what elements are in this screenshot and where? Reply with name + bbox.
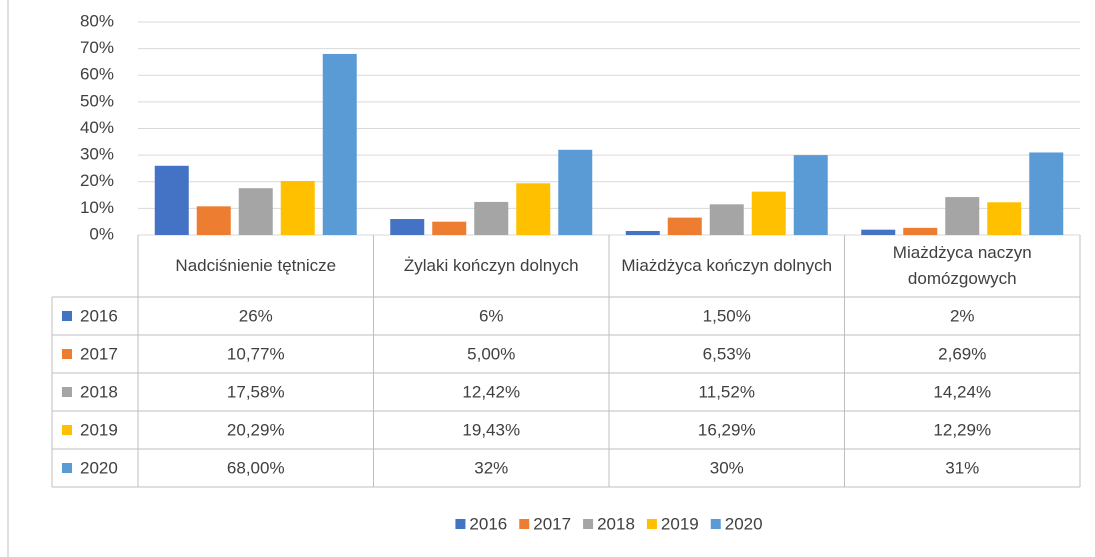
legend-key — [62, 425, 72, 435]
bar — [390, 219, 425, 235]
bar — [625, 231, 660, 235]
row-header: 2020 — [80, 458, 118, 477]
legend-label: 2019 — [661, 514, 699, 533]
bar — [516, 183, 551, 235]
y-tick-label: 20% — [80, 171, 114, 190]
row-header: 2017 — [80, 344, 118, 363]
bar — [667, 217, 702, 235]
value-label: 19,43% — [462, 420, 520, 439]
legend-item: 2020 — [710, 514, 763, 533]
category-label: Miażdżyca kończyn dolnych — [621, 256, 833, 275]
value-label: 31% — [945, 458, 979, 477]
value-label: 5,00% — [467, 344, 515, 363]
legend-key — [62, 311, 72, 321]
bar — [861, 229, 896, 235]
legend-key — [710, 519, 721, 529]
category-label: Nadciśnienie tętnicze — [175, 256, 337, 275]
y-tick-label: 70% — [80, 38, 114, 57]
y-tick-label: 10% — [80, 198, 114, 217]
bar — [903, 227, 938, 235]
bar — [280, 180, 315, 235]
legend-label: 2020 — [725, 514, 763, 533]
value-label: 17,58% — [227, 382, 285, 401]
value-label: 32% — [474, 458, 508, 477]
bar — [322, 53, 357, 236]
legend-item: 2019 — [646, 514, 699, 533]
value-label: 12,42% — [462, 382, 520, 401]
bar — [474, 201, 509, 235]
legend-key — [62, 387, 72, 397]
legend-label: 2016 — [469, 514, 507, 533]
category-cell: Miażdżyca naczyn domózgowych — [892, 243, 1032, 288]
value-label: 11,52% — [699, 382, 755, 401]
bar — [1029, 152, 1064, 235]
bar — [793, 155, 828, 235]
value-label: 26% — [239, 306, 273, 325]
value-label: 16,29% — [698, 420, 756, 439]
category-cell: Żylaki kończyn dolnych — [403, 256, 579, 275]
category-cell: Nadciśnienie tętnicze — [175, 256, 337, 275]
legend-key — [62, 349, 72, 359]
value-label: 20,29% — [227, 420, 285, 439]
y-tick-label: 40% — [80, 118, 114, 137]
y-tick-label: 80% — [80, 11, 114, 30]
bar — [987, 202, 1022, 235]
value-label: 6,53% — [703, 344, 751, 363]
value-label: 68,00% — [227, 458, 285, 477]
value-label: 6% — [479, 306, 504, 325]
legend-key — [519, 519, 530, 529]
legend-key — [455, 519, 466, 529]
y-tick-label: 50% — [80, 91, 114, 110]
legend-item: 2016 — [455, 514, 507, 533]
value-label: 10,77% — [227, 344, 285, 363]
category-label: Żylaki kończyn dolnych — [403, 256, 579, 275]
legend-item: 2017 — [519, 514, 571, 533]
bar — [432, 221, 467, 235]
row-header: 2018 — [80, 382, 118, 401]
bar — [558, 149, 593, 235]
legend-label: 2017 — [533, 514, 571, 533]
value-label: 12,29% — [933, 420, 991, 439]
value-label: 2,69% — [938, 344, 986, 363]
category-label: Miażdżyca naczyn domózgowych — [892, 243, 1032, 288]
category-cell: Miażdżyca kończyn dolnych — [621, 256, 833, 275]
row-header: 2019 — [80, 420, 118, 439]
row-header: 2016 — [80, 306, 118, 325]
y-tick-label: 30% — [80, 145, 114, 164]
y-tick-label: 60% — [80, 65, 114, 84]
value-label: 1,50% — [703, 306, 751, 325]
legend-item: 2018 — [583, 514, 635, 533]
value-label: 2% — [950, 306, 975, 325]
legend-key — [583, 519, 594, 529]
bar — [154, 165, 189, 235]
bar — [709, 204, 744, 235]
bar — [196, 206, 231, 235]
value-label: 14,24% — [933, 382, 991, 401]
bar — [751, 191, 786, 235]
value-label: 30% — [710, 458, 744, 477]
bar — [238, 188, 273, 235]
y-tick-label: 0% — [89, 224, 114, 243]
bar — [945, 197, 980, 235]
legend-key — [646, 519, 657, 529]
legend-label: 2018 — [597, 514, 635, 533]
legend-key — [62, 463, 72, 473]
